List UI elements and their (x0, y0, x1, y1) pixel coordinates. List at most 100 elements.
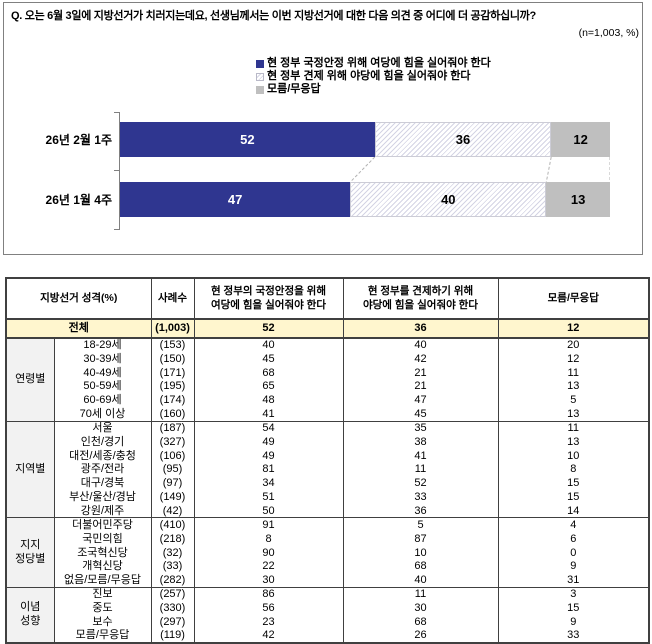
row-sample-size: (97) (150, 476, 195, 491)
row-value: 68 (342, 614, 499, 629)
row-sample-size: (327) (150, 434, 195, 449)
row-category: 없음/모름/무응답 (53, 573, 152, 588)
row-sample-size: (149) (150, 490, 195, 505)
row-category: 강원/제주 (53, 504, 152, 518)
row-value: 49 (193, 434, 344, 449)
row-value: 26 (342, 628, 499, 643)
row-value: 20 (497, 337, 650, 352)
legend-item: 모름/무응답 (256, 83, 491, 96)
legend-label: 모름/무응답 (267, 83, 321, 95)
table-row: 강원/제주 (42) 50 36 14 (6, 504, 650, 518)
row-value: 81 (193, 462, 344, 477)
row-value: 22 (193, 559, 344, 574)
row-value: 3 (497, 586, 650, 602)
axis-tick (114, 170, 119, 171)
row-sample-size: (410) (150, 517, 195, 532)
table-row: 국민의힘 (218) 8 87 6 (6, 531, 650, 546)
row-value: 49 (193, 448, 344, 463)
row-value: 36 (342, 504, 499, 518)
row-value: 86 (193, 586, 344, 602)
row-sample-size: (282) (150, 573, 195, 588)
header-pro-opposition: 현 정부를 견제하기 위해 야당에 힘을 실어줘야 한다 (342, 278, 499, 320)
row-value: 15 (497, 490, 650, 505)
row-value: 13 (497, 407, 650, 422)
row-value: 45 (193, 351, 344, 366)
table-row: 중도 (330) 56 30 15 (6, 601, 650, 615)
header-category: 지방선거 성격(%) (5, 278, 152, 320)
group-label: 연령별 (5, 337, 55, 422)
bar-segment: 40 (350, 182, 547, 217)
row-category: 대전/세종/충청 (53, 448, 152, 463)
header-dont-know: 모름/무응답 (497, 278, 650, 320)
legend-label: 현 정부 견제 위해 야당에 힘을 실어줘야 한다 (267, 70, 471, 82)
row-sample-size: (195) (150, 379, 195, 394)
header-pro-government: 현 정부의 국정안정을 위해 여당에 힘을 실어줘야 한다 (193, 278, 344, 320)
legend-swatch-icon (256, 72, 264, 81)
row-category: 70세 이상 (53, 407, 152, 422)
table-row: 광주/전라 (95) 81 11 8 (6, 462, 650, 477)
legend-swatch-icon (256, 85, 264, 94)
row-value: 9 (497, 614, 650, 629)
chart-legend: 현 정부 국정안정 위해 여당에 힘을 실어줘야 한다 현 정부 견제 위해 야당… (256, 57, 491, 96)
row-category: 더불어민주당 (53, 517, 152, 532)
table-row: 연령별 18-29세 (153) 40 40 20 (5, 337, 650, 422)
row-value: 6 (497, 531, 650, 546)
row-category: 광주/전라 (53, 462, 152, 477)
row-value: 68 (193, 365, 344, 380)
stacked-bar: 52 36 12 (120, 122, 610, 157)
row-category: 모름/무응답 (53, 628, 152, 643)
row-category: 진보 (53, 586, 152, 602)
axis-tick (114, 112, 119, 113)
row-value: 34 (193, 476, 344, 491)
bar-segment: 52 (120, 122, 375, 157)
row-value: 42 (193, 628, 344, 643)
table-total-row: 전체 (1,003) 52 36 12 (5, 319, 650, 339)
table-row: 50-59세 (195) 65 21 13 (6, 379, 650, 394)
row-sample-size: (42) (150, 504, 195, 518)
table-row: 모름/무응답 (119) 42 26 33 (6, 628, 650, 643)
table-row: 지지 정당별 더불어민주당 (410) 91 5 4 (5, 517, 650, 588)
row-category: 국민의힘 (53, 531, 152, 546)
row-sample-size: (160) (150, 407, 195, 422)
total-value: 36 (342, 319, 499, 339)
row-sample-size: (119) (150, 628, 195, 643)
table-row: 인천/경기 (327) 49 38 13 (6, 434, 650, 449)
row-value: 33 (342, 490, 499, 505)
chart-category-label: 26년 1월 4주 (45, 193, 112, 207)
row-value: 51 (193, 490, 344, 505)
row-value: 31 (497, 573, 650, 588)
table-row: 개혁신당 (33) 22 68 9 (6, 559, 650, 574)
y-axis-line (119, 112, 120, 230)
row-category: 60-69세 (53, 393, 152, 408)
row-value: 5 (497, 393, 650, 408)
row-value: 45 (342, 407, 499, 422)
row-category: 인천/경기 (53, 434, 152, 449)
table-row: 대구/경북 (97) 34 52 15 (6, 476, 650, 491)
legend-label: 현 정부 국정안정 위해 여당에 힘을 실어줘야 한다 (267, 57, 491, 69)
row-category: 부산/울산/경남 (53, 490, 152, 505)
row-category: 중도 (53, 601, 152, 615)
row-value: 41 (342, 448, 499, 463)
row-value: 52 (342, 476, 499, 491)
row-value: 0 (497, 545, 650, 560)
row-value: 47 (342, 393, 499, 408)
table-row: 보수 (297) 23 68 9 (6, 614, 650, 629)
bar-segment: 47 (120, 182, 351, 217)
row-value: 11 (497, 365, 650, 380)
row-value: 41 (193, 407, 344, 422)
axis-tick (114, 229, 119, 230)
row-value: 90 (193, 545, 344, 560)
bar-segment: 36 (374, 122, 552, 157)
row-category: 50-59세 (53, 379, 152, 394)
row-value: 12 (497, 351, 650, 366)
header-sample-size: 사례수 (150, 278, 195, 320)
row-value: 38 (342, 434, 499, 449)
row-category: 30-39세 (53, 351, 152, 366)
group-label: 이념 성향 (5, 586, 55, 643)
row-value: 10 (342, 545, 499, 560)
row-sample-size: (153) (150, 337, 195, 352)
row-value: 33 (497, 628, 650, 643)
row-sample-size: (187) (150, 420, 195, 435)
row-sample-size: (174) (150, 393, 195, 408)
stacked-bar: 47 40 13 (120, 182, 610, 217)
